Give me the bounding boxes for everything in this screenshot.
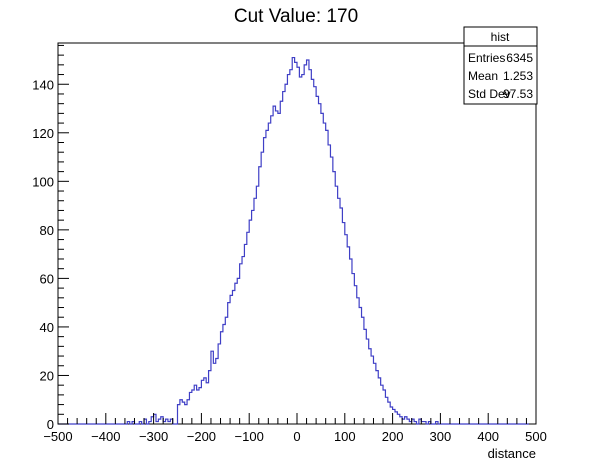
- stats-stddev-label: Std Dev: [468, 87, 511, 101]
- stats-entries-value: 6345: [506, 51, 533, 65]
- histogram-outline: [58, 56, 529, 425]
- x-tick-label: −300: [139, 429, 168, 444]
- stats-box: hist Entries 6345 Mean 1.253 Std Dev 97.…: [463, 26, 538, 105]
- x-tick-label: −400: [91, 429, 120, 444]
- y-tick-label: 20: [40, 368, 54, 383]
- stats-mean-label: Mean: [468, 69, 498, 83]
- histogram-series: [58, 56, 529, 425]
- stats-box-title: hist: [491, 30, 510, 44]
- y-tick-label: 80: [40, 223, 54, 238]
- y-tick-label: 120: [32, 126, 54, 141]
- x-tick-label: −500: [43, 429, 72, 444]
- y-axis: 0 20 40 60 80 100 120 140: [32, 44, 69, 432]
- stats-box-frame: [463, 26, 538, 105]
- stats-stddev-value: 97.53: [503, 87, 533, 101]
- y-tick-label: 100: [32, 174, 54, 189]
- stats-mean-value: 1.253: [503, 69, 533, 83]
- stats-entries-label: Entries: [468, 51, 505, 65]
- x-tick-label: 400: [477, 429, 499, 444]
- x-tick-label: 500: [525, 429, 547, 444]
- x-tick-label: 0: [293, 429, 300, 444]
- y-tick-label: 60: [40, 271, 54, 286]
- x-tick-label: −200: [187, 429, 216, 444]
- x-tick-label: 300: [430, 429, 452, 444]
- y-tick-label: 40: [40, 320, 54, 335]
- x-axis-title: distance: [488, 446, 536, 461]
- x-tick-label: 100: [334, 429, 356, 444]
- x-tick-label: 200: [382, 429, 404, 444]
- x-tick-label: −100: [235, 429, 264, 444]
- x-axis: −500 −400 −300 −200 −100 0 100 200 300 400 500: [43, 413, 547, 444]
- y-tick-label: 140: [32, 77, 54, 92]
- chart-title: Cut Value: 170: [234, 6, 358, 27]
- y-tick-label: 0: [47, 417, 54, 432]
